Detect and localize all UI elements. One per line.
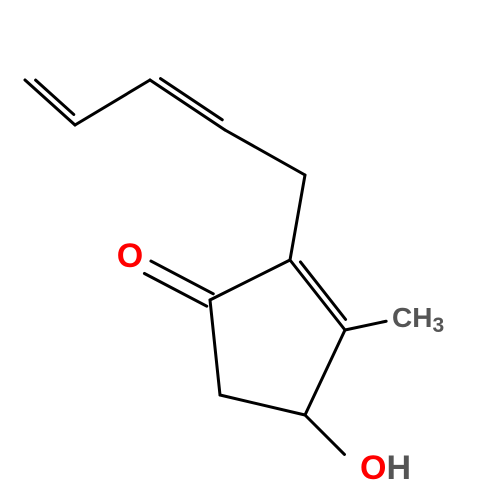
bond-line [25, 80, 75, 125]
bond-line [36, 80, 74, 114]
bond-line [210, 300, 220, 395]
bond-line [144, 273, 206, 306]
bond-line [345, 321, 386, 330]
bond-line [220, 395, 305, 415]
hydroxyl-label: OH [360, 449, 411, 487]
bond-line [225, 130, 305, 175]
bond-line [305, 415, 344, 454]
bond-line [151, 261, 213, 294]
methyl-label: CH3 [392, 302, 444, 336]
molecule-canvas: O OH CH3 [0, 0, 500, 500]
bond-line [300, 262, 345, 319]
bond-line [290, 175, 305, 260]
atom-label: O [117, 237, 143, 275]
bond-line [161, 79, 223, 120]
bond-line [150, 80, 225, 130]
bond-line [305, 330, 345, 415]
bond-line [75, 80, 150, 125]
bond-line [210, 260, 290, 300]
bond-line [290, 260, 345, 330]
